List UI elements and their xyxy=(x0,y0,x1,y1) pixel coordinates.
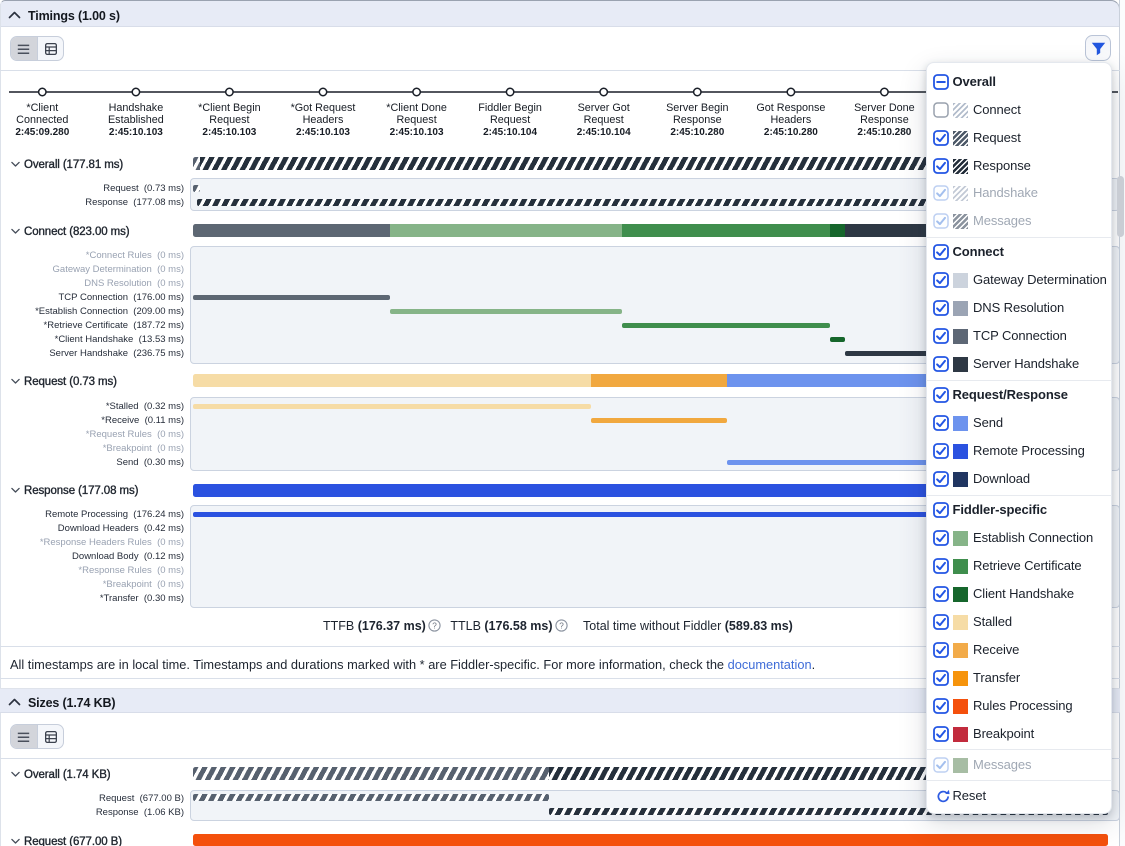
svg-text:?: ? xyxy=(559,621,564,630)
svg-text:?: ? xyxy=(433,621,438,630)
